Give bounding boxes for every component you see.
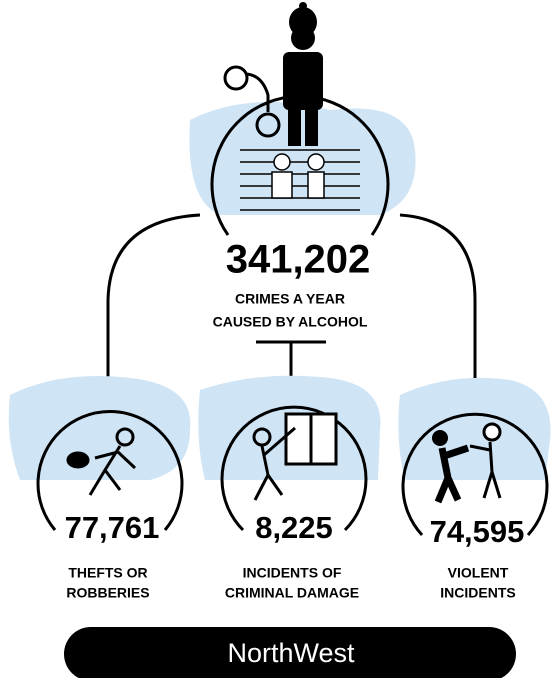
- item-value: 8,225: [255, 510, 333, 545]
- handcuffs-icon: [223, 65, 281, 138]
- mugshot-illustration: [240, 149, 360, 211]
- vandal-icon: [252, 412, 338, 501]
- background-blob: [398, 377, 551, 480]
- region-name: NorthWest: [227, 638, 355, 668]
- item-label: INCIDENTS OF: [243, 565, 342, 581]
- item-label: ROBBERIES: [66, 585, 149, 601]
- fight-icon: [432, 422, 502, 504]
- background-blob: [8, 376, 191, 480]
- region-banner: [64, 627, 516, 678]
- connector-left: [106, 213, 201, 380]
- item-label: THEFTS OR: [68, 565, 147, 581]
- left-arc: [36, 410, 184, 531]
- item-value: 74,595: [430, 514, 525, 549]
- thief-icon: [66, 427, 137, 496]
- main-value: 341,202: [226, 238, 371, 282]
- connector-right: [399, 213, 477, 385]
- main-label: CRIMES A YEAR: [235, 291, 345, 307]
- middle-arc: [220, 405, 368, 532]
- item-label: VIOLENT: [448, 565, 509, 581]
- main-label: CAUSED BY ALCOHOL: [213, 314, 368, 330]
- right-arc: [401, 412, 549, 537]
- item-label: INCIDENTS: [440, 585, 515, 601]
- item-label: CRIMINAL DAMAGE: [225, 585, 359, 601]
- item-value: 77,761: [65, 510, 160, 545]
- police-officer-icon: [283, 2, 323, 146]
